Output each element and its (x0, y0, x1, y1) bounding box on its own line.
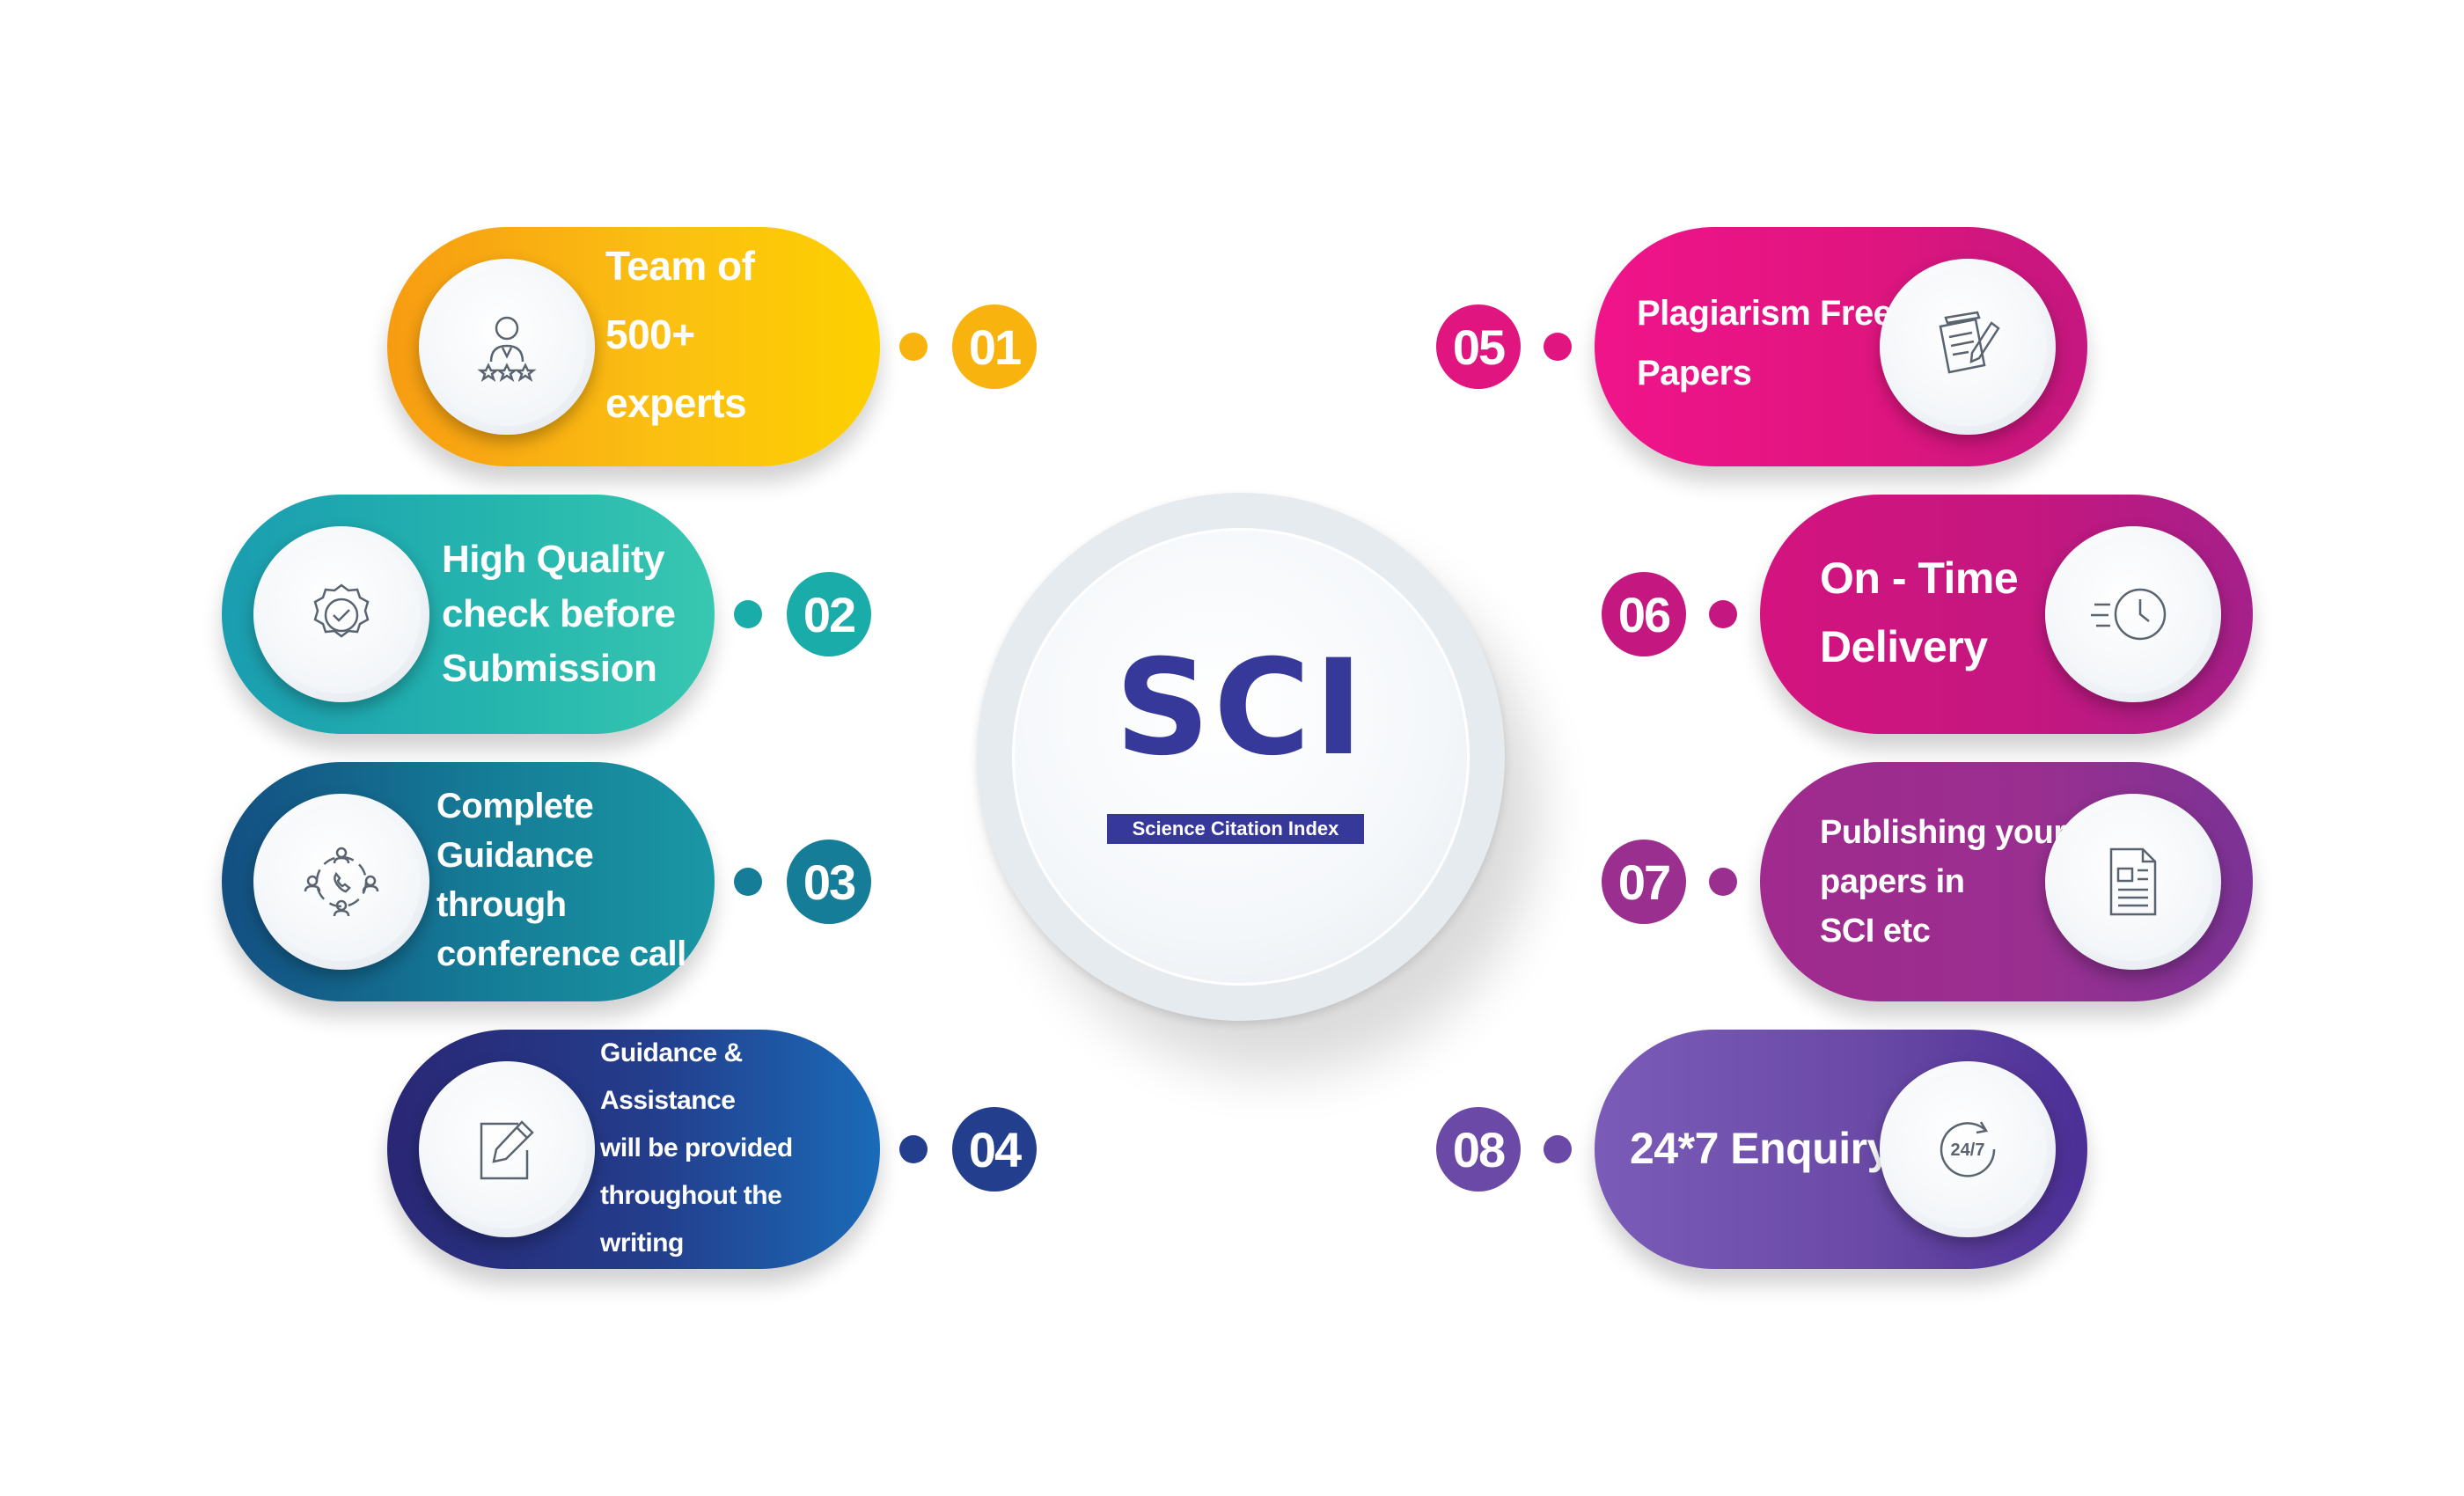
feature-icon-circle-06 (2045, 526, 2221, 702)
feature-text-06: On - Time Delivery (1820, 554, 2019, 671)
feature-text-03: Complete Guidance through conference cal… (436, 787, 686, 973)
number-badge-05: 05 (1436, 304, 1521, 389)
24-7-icon: 24/7 (1940, 1121, 1996, 1177)
feature-icon-circle-05 (1880, 259, 2056, 435)
center-inner-disc (1012, 528, 1470, 986)
center-subtitle: Science Citation Index (1107, 814, 1364, 844)
conference-call-icon (304, 847, 379, 917)
center-title: SCI (1115, 632, 1367, 785)
feature-text-07: Publishing your papers in SCI etc (1820, 814, 2066, 950)
fast-clock-icon (2091, 588, 2167, 641)
connector-dot-02 (734, 600, 762, 628)
number-badge-03: 03 (787, 840, 871, 924)
feature-text-08: 24*7 Enquiry (1630, 1124, 1891, 1173)
number-badge-04: 04 (952, 1107, 1037, 1192)
number-badge-07: 07 (1602, 840, 1686, 924)
connector-dot-03 (734, 868, 762, 896)
feature-icon-circle-04 (419, 1061, 595, 1237)
number-badge-02: 02 (787, 572, 871, 656)
number-badge-01: 01 (952, 304, 1037, 389)
feature-text-01: Team of 500+ experts (605, 243, 755, 426)
feature-text-04: Guidance & Assistance will be provided t… (600, 1038, 793, 1258)
feature-icon-circle-08: 24/7 (1880, 1061, 2056, 1237)
feature-icon-circle-07 (2045, 794, 2221, 970)
connector-dot-06 (1709, 600, 1737, 628)
number-badge-08: 08 (1436, 1107, 1521, 1192)
feature-text-02: High Quality check before Submission (442, 538, 676, 690)
connector-dot-05 (1544, 333, 1572, 361)
feature-icon-circle-01 (419, 259, 595, 435)
feature-icon-circle-03 (253, 794, 429, 970)
paper-pen-icon (1939, 311, 2000, 374)
connector-dot-08 (1544, 1135, 1572, 1163)
connector-dot-07 (1709, 868, 1737, 896)
connector-dot-01 (899, 333, 928, 361)
feature-icon-circle-02 (253, 526, 429, 702)
expert-team-icon (477, 316, 537, 383)
svg-text:24/7: 24/7 (1951, 1140, 1985, 1160)
center-circle: SCI Science Citation Index (977, 493, 1505, 1021)
feature-text-05: Plagiarism Free Papers (1637, 294, 1893, 392)
number-badge-06: 06 (1602, 572, 1686, 656)
edit-document-icon (480, 1120, 534, 1180)
quality-badge-icon (313, 583, 370, 638)
document-icon (2109, 847, 2157, 916)
connector-dot-04 (899, 1135, 928, 1163)
